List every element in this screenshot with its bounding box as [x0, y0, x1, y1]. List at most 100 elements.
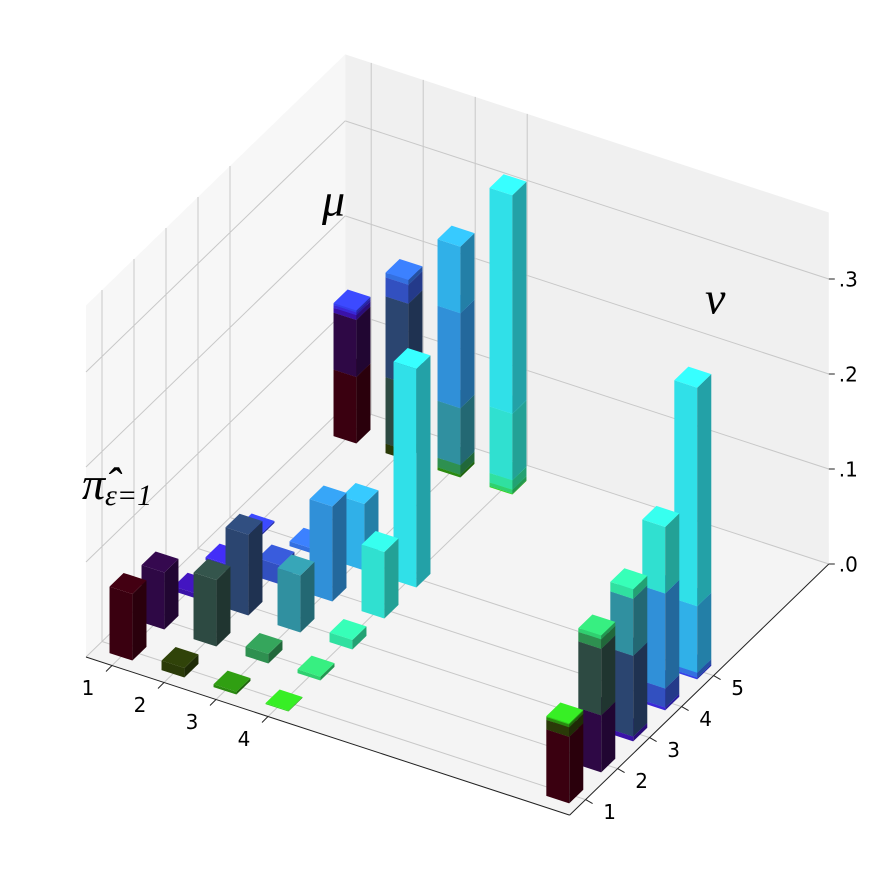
- y-tick: [617, 768, 625, 774]
- bar-side: [460, 233, 475, 314]
- bar-front: [385, 272, 409, 285]
- bar-front: [329, 632, 353, 650]
- x-tick: [157, 682, 165, 689]
- bar-side: [512, 400, 527, 481]
- bar-top: [341, 482, 379, 505]
- bar-side: [697, 659, 712, 678]
- bar-top: [674, 366, 712, 388]
- bar-front: [546, 729, 570, 804]
- bar-segment: [578, 614, 616, 640]
- bar-top: [385, 258, 423, 281]
- bar-front: [578, 628, 602, 640]
- bar-segment: [674, 366, 712, 607]
- y-tick: [585, 799, 593, 805]
- bar-side: [460, 451, 475, 475]
- bar-side: [408, 266, 423, 285]
- bar-side: [569, 723, 584, 804]
- bar-side: [633, 722, 648, 742]
- bar-front: [437, 305, 461, 409]
- bar-top: [109, 572, 147, 595]
- bar-side: [384, 538, 399, 619]
- bar-front: [546, 719, 570, 737]
- y-tick-label: 3: [667, 738, 680, 762]
- pi-label-sub: ε=1: [105, 479, 152, 512]
- bar-side: [356, 363, 371, 444]
- bar-side: [665, 674, 680, 708]
- bar-front: [193, 572, 217, 647]
- bar-side: [697, 592, 712, 673]
- bar-front: [489, 406, 513, 481]
- bar-front: [393, 361, 417, 588]
- bar-front: [173, 586, 197, 599]
- bar-front: [213, 684, 237, 695]
- bar-front: [610, 729, 634, 742]
- grid-line: [85, 215, 346, 468]
- bar-side: [633, 585, 648, 656]
- z-tick-label: .0: [839, 553, 858, 577]
- bar-side: [460, 394, 475, 466]
- bar-side: [416, 355, 431, 588]
- bar-top: [193, 558, 231, 581]
- x-tick: [261, 716, 269, 723]
- bar-side: [288, 696, 303, 712]
- bar-segment: [141, 551, 179, 630]
- bar-front: [385, 277, 409, 304]
- bar-front: [109, 586, 133, 661]
- bar-side: [460, 299, 475, 409]
- bar-front: [489, 482, 513, 494]
- bar-segment: [245, 632, 283, 664]
- bar-side: [569, 713, 584, 737]
- bar-front: [578, 707, 602, 773]
- bar-side: [356, 298, 371, 316]
- bar-front: [610, 648, 634, 737]
- bar-front: [437, 400, 461, 466]
- bar-top: [437, 225, 475, 247]
- y-tick: [713, 675, 721, 681]
- bar-top: [329, 618, 367, 641]
- x-axis: [85, 656, 570, 816]
- bar-side: [356, 301, 371, 321]
- bar-top: [141, 551, 179, 573]
- bar-top: [213, 670, 251, 692]
- bar-side: [512, 479, 527, 495]
- x-tick-label: 3: [186, 710, 199, 734]
- bar-side: [332, 492, 347, 602]
- bar-front: [610, 591, 634, 656]
- bar-side: [268, 640, 283, 664]
- bar-front: [489, 187, 513, 414]
- bar-segment: [329, 618, 367, 650]
- bar-side: [512, 476, 527, 494]
- bar-front: [546, 716, 570, 725]
- bar-side: [633, 642, 648, 737]
- x-tick: [105, 665, 113, 672]
- bar-top: [161, 646, 199, 669]
- bar-segment: [161, 646, 199, 678]
- bar-top: [578, 614, 616, 636]
- bar-side: [665, 513, 680, 594]
- bar-side: [697, 663, 712, 680]
- bar-side: [569, 709, 584, 725]
- bar-front: [610, 581, 634, 599]
- bar-top: [333, 289, 371, 311]
- bar-top: [297, 655, 335, 677]
- bar-front: [245, 646, 269, 664]
- bar-top: [257, 544, 295, 566]
- bar-segment: [489, 174, 527, 414]
- bar-front: [578, 641, 602, 716]
- bar-segment: [393, 347, 431, 588]
- bar-front: [642, 700, 666, 711]
- bar-side: [665, 693, 680, 711]
- bar-side: [512, 181, 527, 414]
- bar-front: [333, 312, 357, 378]
- y-tick-label: 1: [603, 800, 616, 824]
- bar-side: [601, 701, 616, 773]
- bar-front: [277, 568, 301, 633]
- bar-front: [674, 665, 698, 678]
- grid-line: [345, 310, 829, 470]
- grid-line: [345, 120, 829, 280]
- bar-segment: [385, 258, 423, 285]
- bar-segment: [193, 558, 231, 647]
- bar-top: [245, 632, 283, 655]
